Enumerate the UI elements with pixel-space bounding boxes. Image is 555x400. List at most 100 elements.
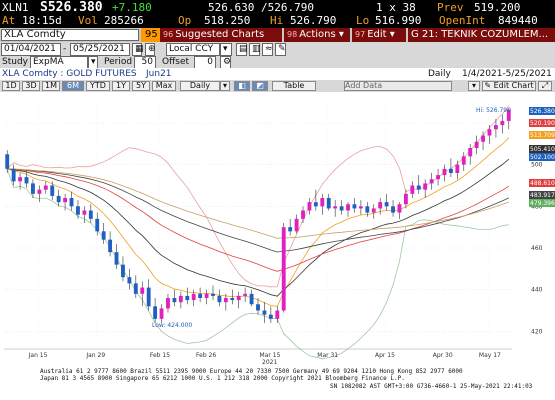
candle-body [256,304,260,311]
currency-dropdown-icon[interactable]: ▾ [220,43,232,56]
x-tick-label: Feb 26 [196,352,216,359]
candle-body [442,168,447,176]
bar-chart-icon[interactable]: ▥ [249,43,261,56]
ema-40 [7,168,510,272]
candle-body [56,195,61,203]
candle-body [423,183,428,190]
candle-body [391,206,395,213]
price-tag-label: 479.396 [530,200,555,207]
last-price: S526.380 [40,0,103,15]
actions-menu[interactable]: 98 Actions ▾ [284,28,350,42]
candle-body [313,202,318,207]
currency-select[interactable]: Local CCY [166,43,220,56]
candle-body [223,298,228,303]
bid-ask-size: 1 x 38 [376,1,416,14]
add-data-input[interactable]: Add Data [344,81,452,91]
candle-body [262,310,267,315]
candle-body [43,185,48,190]
candle-body [448,168,453,173]
grid-icon[interactable]: ▤ [236,43,248,56]
price-tag-box [529,145,555,153]
footer: Australia 61 2 9777 8600 Brazil 5511 239… [0,366,555,400]
candle-body [378,202,383,209]
period-button-6m[interactable]: 6M [62,81,84,91]
collapse-icon[interactable]: ▾ [468,81,480,91]
candle-body [236,295,241,301]
chart-title-tab[interactable]: G 21: TEKNIK COZUMLEM... [408,28,555,42]
offset-label: Offset [162,57,190,67]
candle-body [294,218,299,232]
bid-ask: 526.630 /526.790 [208,1,314,14]
candle-body [410,185,415,194]
x-tick-label: Mar 31 [317,352,338,359]
year-label: 2021 [262,359,277,366]
y-tick-label: 460 [531,245,543,252]
y-tick-label: 500 [531,162,543,169]
price-tag-box [529,119,555,127]
start-date-input[interactable]: 01/04/2021 [1,43,61,56]
price-tag-box [529,153,555,161]
candle-body [95,218,100,232]
candle-body [416,185,421,190]
open-label: Op [178,14,192,27]
prev-value: 519.200 [474,1,521,14]
candle-body [146,287,151,307]
date-toolbar: 01/04/2021 - 05/25/2021 ▦ ⊕ Local CCY ▾ … [0,42,555,56]
candle-body [468,148,473,157]
candle-icon[interactable]: ◧ [234,81,250,91]
candle-body [24,177,29,184]
security-field[interactable]: XLA Comdty [1,29,139,41]
candle-body [429,179,434,184]
period-button-1y[interactable]: 1Y [112,81,130,91]
y-tick-label: 440 [531,287,543,294]
x-tick-label: May 17 [479,352,501,359]
line-chart-icon[interactable]: ≈ [262,43,273,56]
zoom-icon[interactable]: ⊕ [145,43,156,56]
ema-60 [7,168,509,253]
period-button-max[interactable]: Max [152,81,176,91]
candle-body [288,227,293,232]
table-button[interactable]: Table [272,81,316,91]
frequency-dropdown-icon[interactable]: ▾ [220,81,230,91]
candle-body [346,204,350,211]
candle-body [127,277,132,284]
last-time: 18:15d [22,14,62,27]
price-tag-label: 505.410 [530,146,555,153]
drawing-tool-icon[interactable]: ✎ [275,43,286,56]
period-button-ytd[interactable]: YTD [86,81,110,91]
candlestick-series [5,108,511,323]
period-label: Period [104,57,133,67]
period-button-5y[interactable]: 5Y [132,81,150,91]
suggested-charts-menu[interactable]: 96 Suggested Charts [160,28,282,42]
candle-body [217,295,222,303]
chart-icon[interactable]: ◩ [252,81,268,91]
candle-body [108,239,113,253]
end-date-input[interactable]: 05/25/2021 [70,43,130,56]
calendar-icon[interactable]: ▦ [132,43,144,56]
frequency-select[interactable]: Daily [180,81,220,91]
edit-menu[interactable]: 97 Edit ▾ [352,28,406,42]
low-annotation: Low: 424.000 [152,322,192,329]
candle-body [461,156,466,165]
period-button-1m[interactable]: 1M [42,81,60,91]
candle-body [5,154,10,169]
candle-body [121,264,125,278]
candle-body [493,125,498,130]
candle-body [281,227,286,311]
go-button[interactable]: 95 [141,28,162,42]
quote-header: XLN1 S526.380 +7.180 526.630 /526.790 1 … [0,0,555,28]
candle-body [76,206,80,215]
edit-chart-button[interactable]: ✎ Edit Chart [482,81,536,91]
security-description: XLA Comdty : GOLD FUTURES [2,69,137,79]
candle-body [31,183,35,194]
fullscreen-icon[interactable]: ⤢ [538,81,552,91]
price-tag-label: 526.380 [530,108,555,115]
candle-body [301,210,305,219]
period-button-3d[interactable]: 3D [22,81,40,91]
period-button-1d[interactable]: 1D [2,81,20,91]
candle-body [275,310,280,319]
candle-body [307,202,312,211]
candle-body [243,293,248,296]
